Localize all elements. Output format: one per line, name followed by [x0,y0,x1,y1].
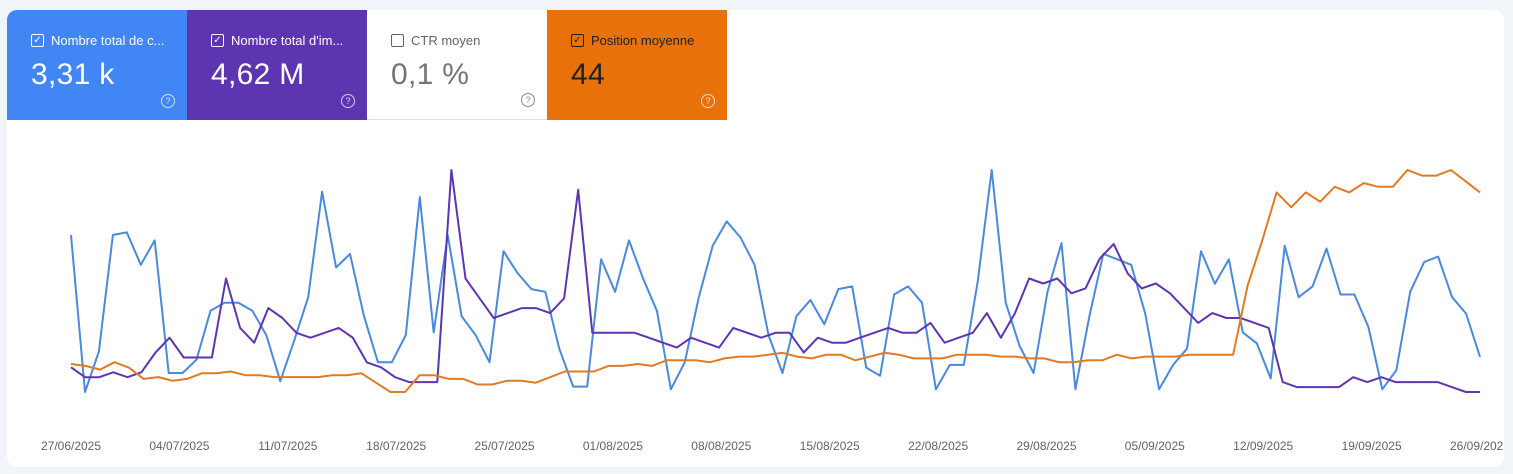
x-tick-label: 11/07/2025 [258,439,317,453]
metric-label: Nombre total de c... [51,33,165,48]
x-tick-label: 22/08/2025 [908,439,968,453]
x-tick-label: 08/08/2025 [691,439,751,453]
metric-label: CTR moyen [411,33,481,48]
x-tick-label: 26/09/2025 [1450,439,1504,453]
x-tick-label: 25/07/2025 [474,439,534,453]
x-tick-label: 05/09/2025 [1125,439,1185,453]
performance-card: ✓ Nombre total de c... 3,31 k ? ✓ Nombre… [7,10,1504,467]
series-line-1 [70,169,1480,393]
metric-total-clicks[interactable]: ✓ Nombre total de c... 3,31 k ? [7,10,187,120]
metric-label: Nombre total d'im... [231,33,344,48]
x-tick-label: 01/08/2025 [583,439,643,453]
help-icon[interactable]: ? [521,93,535,107]
metric-value: 3,31 k [31,58,115,91]
checkbox-unchecked-icon[interactable] [391,34,404,47]
metric-value: 44 [571,58,605,91]
metric-value: 0,1 % [391,58,470,91]
x-tick-label: 18/07/2025 [366,439,426,453]
metric-total-impressions[interactable]: ✓ Nombre total d'im... 4,62 M ? [187,10,367,120]
help-icon[interactable]: ? [701,94,715,108]
x-tick-label: 27/06/2025 [41,439,101,453]
x-tick-label: 29/08/2025 [1016,439,1076,453]
metric-tiles: ✓ Nombre total de c... 3,31 k ? ✓ Nombre… [7,10,727,120]
metric-value: 4,62 M [211,58,305,91]
series-line-2 [70,169,1481,393]
help-icon[interactable]: ? [161,94,175,108]
metric-average-ctr[interactable]: CTR moyen 0,1 % ? [367,10,547,120]
metric-average-position[interactable]: ✓ Position moyenne 44 ? [547,10,727,120]
performance-line-chart[interactable]: 27/06/2025 04/07/2025 11/07/2025 18/07/2025… [7,120,1504,467]
help-icon[interactable]: ? [341,94,355,108]
series-line-0 [70,169,1481,393]
x-tick-label: 15/08/2025 [800,439,860,453]
checkbox-checked-icon[interactable]: ✓ [571,34,584,47]
checkbox-checked-icon[interactable]: ✓ [31,34,44,47]
x-tick-label: 19/09/2025 [1342,439,1402,453]
x-tick-label: 12/09/2025 [1233,439,1293,453]
x-tick-label: 04/07/2025 [149,439,209,453]
metric-label: Position moyenne [591,33,695,48]
checkbox-checked-icon[interactable]: ✓ [211,34,224,47]
